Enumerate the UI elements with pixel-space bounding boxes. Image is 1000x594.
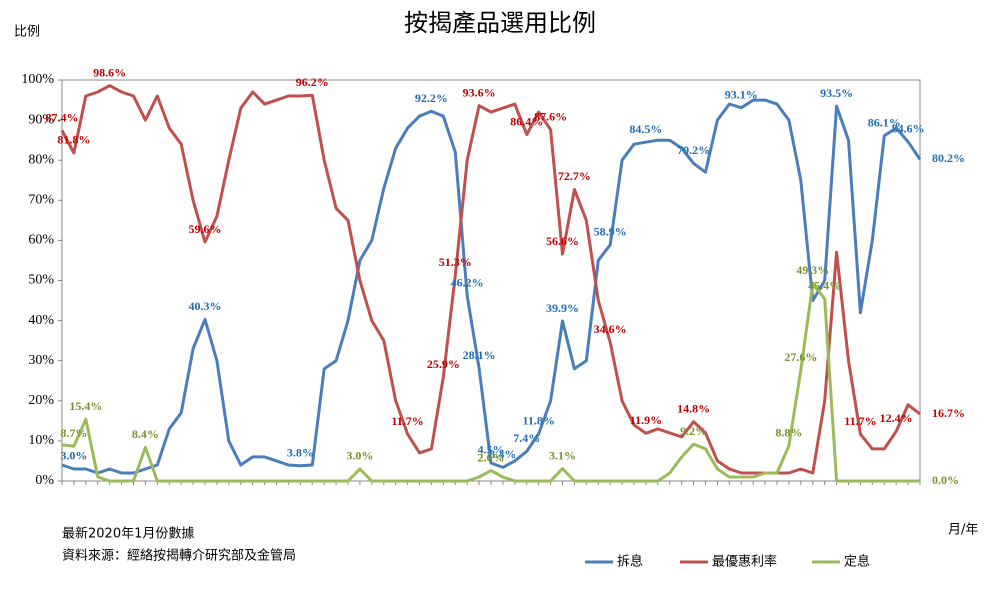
note: 資料來源：經絡按揭轉介研究部及金管局	[62, 548, 296, 564]
series-line	[61, 98, 922, 475]
data-label: 49.3%	[796, 263, 829, 277]
data-label: 11.8%	[522, 413, 554, 427]
data-label: 51.3%	[439, 255, 472, 269]
data-label: 46.2%	[451, 275, 484, 289]
data-label: 2.6%	[478, 450, 505, 464]
y-tick-label: 50%	[28, 273, 54, 288]
series-line	[61, 281, 920, 483]
data-label: 87.6%	[534, 109, 567, 123]
data-label: 86.1%	[868, 115, 901, 129]
y-tick-label: 80%	[28, 152, 54, 167]
data-label: 25.9%	[427, 357, 460, 371]
data-label: 87.4%	[46, 110, 79, 124]
data-label: 39.9%	[546, 301, 579, 315]
legend-label: 拆息	[617, 554, 643, 570]
data-label: 9.2%	[680, 424, 707, 438]
data-label: 3.1%	[549, 448, 576, 462]
y-axis-label: 比例	[14, 25, 40, 40]
y-tick-label: 90%	[28, 112, 54, 127]
data-label: 8.8%	[775, 425, 802, 439]
data-label: 58.9%	[594, 225, 627, 239]
data-label: 40.3%	[189, 299, 222, 313]
data-label: 93.5%	[820, 86, 853, 100]
data-label: 34.6%	[594, 322, 627, 336]
data-label: 79.2%	[677, 143, 710, 157]
data-label: 3.8%	[287, 446, 314, 460]
data-label: 11.7%	[844, 414, 876, 428]
data-label: 8.7%	[60, 426, 87, 440]
chart-title: 按揭產品選用比例	[404, 9, 596, 37]
data-label: 7.4%	[513, 431, 540, 445]
data-label: 27.6%	[784, 350, 817, 364]
note: 最新2020年1月份數據	[62, 526, 194, 542]
data-label: 86.4%	[510, 114, 543, 128]
x-axis-label: 月/年	[948, 523, 978, 538]
data-label: 80.2%	[932, 151, 965, 165]
data-label: 28.1%	[463, 348, 496, 362]
data-label: 81.8%	[57, 133, 90, 147]
data-label: 4.5%	[478, 443, 505, 457]
y-tick-label: 60%	[28, 233, 54, 248]
y-tick-label: 40%	[28, 313, 54, 328]
y-tick-label: 70%	[28, 193, 54, 208]
y-tick-label: 0%	[35, 473, 54, 488]
data-label: 11.9%	[630, 413, 662, 427]
data-label: 45.4%	[808, 279, 841, 293]
data-label: 14.8%	[677, 401, 710, 415]
y-tick-label: 20%	[28, 393, 54, 408]
y-tick-label: 100%	[21, 72, 54, 87]
y-tick-label: 30%	[28, 353, 54, 368]
data-label: 3.4%	[489, 447, 516, 461]
legend-label: 定息	[844, 554, 870, 570]
data-label: 84.5%	[629, 122, 662, 136]
data-label: 12.4%	[880, 411, 913, 425]
data-label: 3.0%	[60, 449, 87, 463]
data-label: 84.6%	[892, 122, 925, 136]
data-label: 92.2%	[415, 91, 448, 105]
y-tick-label: 10%	[28, 433, 54, 448]
data-label: 15.4%	[69, 399, 102, 413]
data-label: 56.6%	[546, 234, 579, 248]
data-label: 8.4%	[132, 427, 159, 441]
data-label: 98.6%	[93, 65, 126, 79]
data-label: 93.1%	[725, 87, 758, 101]
data-label: 96.2%	[296, 75, 329, 89]
data-label: 3.0%	[346, 449, 373, 463]
data-label: 0.0%	[932, 473, 959, 487]
legend-label: 最優惠利率	[712, 554, 777, 570]
data-label: 93.6%	[463, 85, 496, 99]
data-label: 59.6%	[189, 222, 222, 236]
data-label: 16.7%	[932, 406, 965, 420]
data-label: 11.7%	[391, 414, 423, 428]
data-label: 72.7%	[558, 169, 591, 183]
